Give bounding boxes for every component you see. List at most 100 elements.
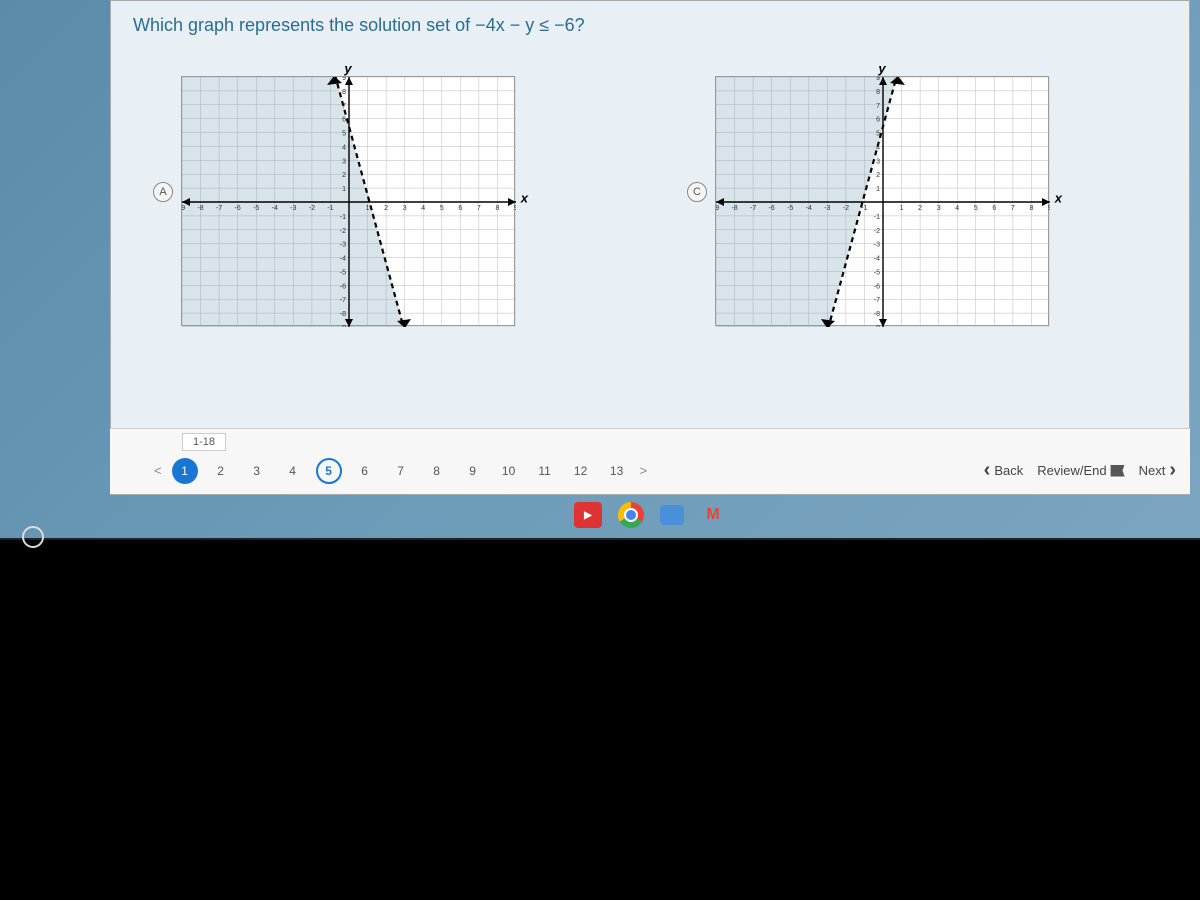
graph-a-svg: -9-9-8-8-7-7-6-6-5-5-4-4-3-3-2-2-1-11122…: [182, 77, 516, 327]
svg-text:1: 1: [900, 205, 904, 212]
svg-text:-9: -9: [874, 325, 880, 327]
graph-c: y x: [715, 76, 1049, 326]
svg-text:6: 6: [342, 117, 346, 124]
svg-text:-7: -7: [750, 205, 756, 212]
svg-text:-2: -2: [309, 205, 315, 212]
svg-text:4: 4: [876, 144, 880, 151]
review-end-button[interactable]: Review/End: [1037, 463, 1124, 478]
svg-text:-3: -3: [290, 205, 296, 212]
svg-text:-5: -5: [340, 269, 346, 276]
svg-text:3: 3: [342, 158, 346, 165]
question-10[interactable]: 10: [496, 458, 522, 484]
svg-text:6: 6: [458, 205, 462, 212]
svg-text:5: 5: [342, 131, 346, 138]
question-13[interactable]: 13: [604, 458, 630, 484]
svg-text:-4: -4: [806, 205, 812, 212]
svg-text:7: 7: [342, 103, 346, 110]
question-3[interactable]: 3: [244, 458, 270, 484]
question-12[interactable]: 12: [568, 458, 594, 484]
option-a-wrap[interactable]: A y x: [181, 76, 515, 326]
svg-text:4: 4: [342, 144, 346, 151]
y-axis-label: y: [878, 61, 885, 76]
next-label: Next: [1139, 463, 1166, 478]
svg-text:-9: -9: [340, 325, 346, 327]
svg-text:-8: -8: [197, 205, 203, 212]
svg-text:-4: -4: [272, 205, 278, 212]
question-8[interactable]: 8: [424, 458, 450, 484]
option-c-label[interactable]: C: [687, 182, 707, 202]
svg-text:6: 6: [992, 205, 996, 212]
svg-text:2: 2: [384, 205, 388, 212]
svg-text:-4: -4: [340, 256, 346, 263]
svg-text:2: 2: [876, 172, 880, 179]
svg-text:5: 5: [876, 131, 880, 138]
svg-text:9: 9: [1048, 205, 1050, 212]
svg-text:7: 7: [477, 205, 481, 212]
svg-text:-8: -8: [340, 311, 346, 318]
question-numbers: < 12345678910111213 >: [150, 458, 651, 484]
question-4[interactable]: 4: [280, 458, 306, 484]
svg-text:5: 5: [974, 205, 978, 212]
svg-text:-5: -5: [253, 205, 259, 212]
chevron-left-icon: ‹: [984, 459, 991, 482]
svg-text:3: 3: [937, 205, 941, 212]
search-icon[interactable]: [22, 526, 44, 548]
svg-text:-2: -2: [874, 228, 880, 235]
svg-text:-6: -6: [340, 283, 346, 290]
svg-text:2: 2: [918, 205, 922, 212]
question-1[interactable]: 1: [172, 458, 198, 484]
question-text: Which graph represents the solution set …: [111, 1, 1189, 46]
question-11[interactable]: 11: [532, 458, 558, 484]
svg-text:-7: -7: [216, 205, 222, 212]
option-c-wrap[interactable]: C y x: [715, 76, 1049, 326]
svg-text:-7: -7: [340, 297, 346, 304]
option-a-label[interactable]: A: [153, 182, 173, 202]
question-navbar: 1-18 < 12345678910111213 > ‹ Back Review…: [110, 428, 1190, 494]
graph-a: y x: [181, 76, 515, 326]
svg-text:3: 3: [403, 205, 407, 212]
question-2[interactable]: 2: [208, 458, 234, 484]
files-icon[interactable]: [660, 505, 684, 525]
answer-options-row: A y x: [111, 46, 1189, 326]
svg-text:-1: -1: [874, 214, 880, 221]
svg-text:1: 1: [342, 186, 346, 193]
next-button[interactable]: Next ›: [1139, 459, 1176, 482]
svg-text:8: 8: [342, 89, 346, 96]
quiz-content: Which graph represents the solution set …: [110, 0, 1190, 495]
video-app-icon[interactable]: ▶: [574, 502, 602, 528]
laptop-screen: Which graph represents the solution set …: [0, 0, 1200, 540]
question-6[interactable]: 6: [352, 458, 378, 484]
x-axis-label: x: [521, 191, 528, 206]
svg-text:-2: -2: [843, 205, 849, 212]
svg-text:7: 7: [876, 103, 880, 110]
svg-text:8: 8: [495, 205, 499, 212]
svg-text:9: 9: [514, 205, 516, 212]
x-axis-label: x: [1055, 191, 1062, 206]
back-button[interactable]: ‹ Back: [984, 459, 1024, 482]
chrome-icon[interactable]: [618, 502, 644, 528]
svg-text:9: 9: [876, 77, 880, 82]
svg-text:-1: -1: [861, 205, 867, 212]
svg-text:-1: -1: [340, 214, 346, 221]
svg-text:-3: -3: [874, 242, 880, 249]
nav-actions: ‹ Back Review/End Next ›: [984, 459, 1176, 482]
svg-text:-4: -4: [874, 256, 880, 263]
svg-text:1: 1: [876, 186, 880, 193]
question-5[interactable]: 5: [316, 458, 342, 484]
svg-text:3: 3: [876, 158, 880, 165]
svg-text:-2: -2: [340, 228, 346, 235]
svg-text:-6: -6: [874, 283, 880, 290]
review-label: Review/End: [1037, 463, 1106, 478]
svg-text:-8: -8: [731, 205, 737, 212]
svg-text:4: 4: [955, 205, 959, 212]
prev-page[interactable]: <: [150, 463, 166, 478]
svg-text:-8: -8: [874, 311, 880, 318]
next-page[interactable]: >: [636, 463, 652, 478]
gmail-icon[interactable]: M: [700, 502, 726, 528]
y-axis-label: y: [344, 61, 351, 76]
svg-text:-5: -5: [874, 269, 880, 276]
svg-text:1: 1: [366, 205, 370, 212]
question-range: 1-18: [182, 433, 226, 451]
question-7[interactable]: 7: [388, 458, 414, 484]
question-9[interactable]: 9: [460, 458, 486, 484]
